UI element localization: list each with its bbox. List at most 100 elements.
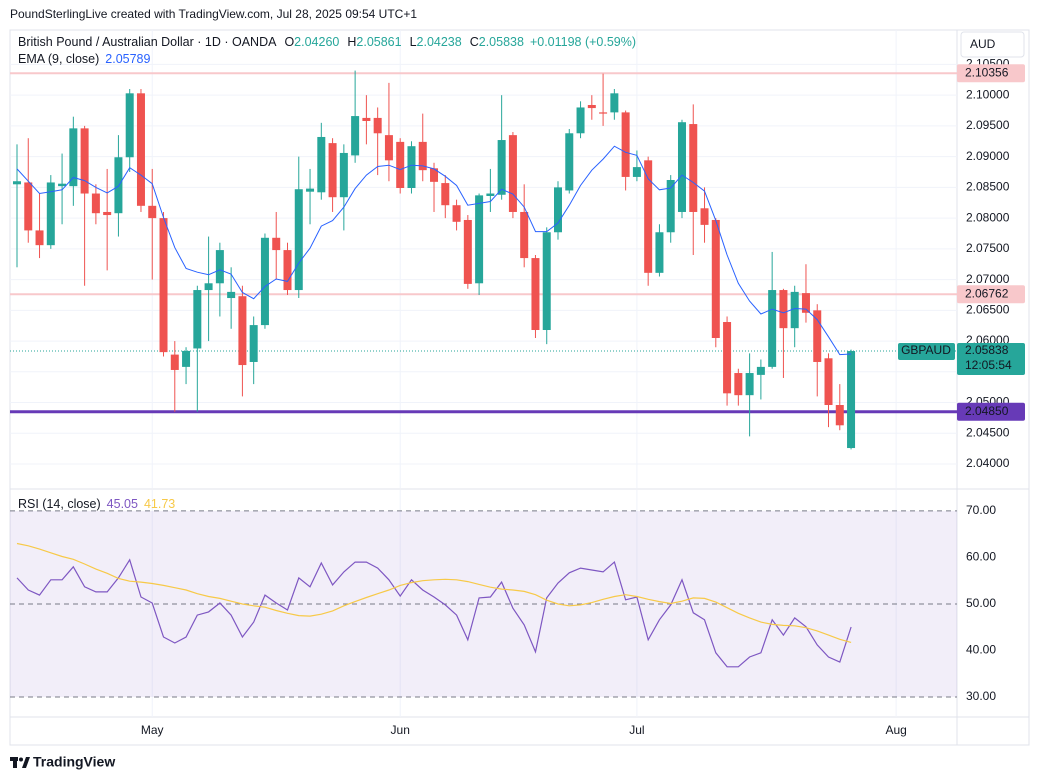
candle-body	[463, 219, 472, 284]
candle-body	[801, 293, 810, 313]
ema-title: EMA (9, close)	[18, 52, 99, 66]
candle-body	[272, 237, 281, 251]
candle-body	[520, 211, 529, 259]
x-tick-label: May	[141, 723, 164, 737]
y-tick-label: 2.06500	[966, 303, 1010, 317]
y-tick-label: 2.04500	[966, 425, 1010, 439]
price-tag	[957, 402, 1025, 421]
rsi-value: 45.05	[107, 497, 138, 511]
candle-body	[384, 135, 393, 161]
currency[interactable]: AUD	[970, 37, 996, 51]
ohlc-label: L	[410, 35, 417, 49]
candle-body	[35, 230, 44, 246]
ohlc-value: 2.04238	[417, 35, 462, 49]
candle-body	[283, 250, 292, 291]
candle-body	[655, 232, 664, 273]
candle-body	[136, 93, 145, 206]
frame	[9, 29, 1030, 746]
candle-body	[407, 146, 416, 188]
x-tick-label: Jul	[629, 723, 644, 737]
ohlc-label: H	[347, 35, 356, 49]
candle-body	[46, 182, 55, 246]
candle-body	[69, 128, 78, 187]
x-tick-label: Jun	[391, 723, 410, 737]
candle-body	[148, 205, 157, 219]
candle-body	[441, 183, 450, 206]
rsi-value: 41.73	[144, 497, 175, 511]
countdown: 12:05:54	[965, 358, 1012, 372]
candle-body	[666, 180, 675, 233]
candle-body	[734, 373, 743, 396]
candle-body	[847, 351, 856, 449]
y-tick-label: 50.00	[966, 596, 996, 610]
y-tick-label: 40.00	[966, 643, 996, 657]
candle-body	[170, 354, 179, 370]
y-tick-label: 2.09000	[966, 149, 1010, 163]
ohlc-value: 2.05838	[479, 35, 524, 49]
symbol-tag-label: GBPAUD	[901, 343, 951, 357]
candle-body	[813, 310, 822, 362]
candle-body	[689, 124, 698, 212]
candle-body	[723, 322, 732, 394]
candle-body	[542, 232, 551, 331]
ohlc-value: 2.05861	[356, 35, 401, 49]
candle-body	[768, 290, 777, 367]
change: +0.01198 (+0.59%)	[530, 35, 636, 49]
candle-body	[91, 193, 100, 214]
ema-legend: EMA (9, close) 2.05789	[18, 52, 151, 66]
candle-body	[565, 133, 574, 191]
y-tick-label: 2.08500	[966, 180, 1010, 194]
candle-body	[362, 117, 371, 121]
candle-body	[475, 195, 484, 284]
y-tick-label: 30.00	[966, 689, 996, 703]
price-tag	[957, 285, 1025, 304]
logo	[10, 757, 30, 768]
candle-body	[756, 366, 765, 375]
candle-body	[621, 112, 630, 177]
candle-body	[610, 93, 619, 113]
candle-body	[204, 283, 213, 291]
currency-box[interactable]	[960, 31, 1025, 58]
candle-body	[294, 189, 303, 291]
symbol-tag	[898, 343, 955, 361]
y-tick-label: 2.07000	[966, 272, 1010, 286]
candle-body	[486, 193, 495, 196]
ohlc-label: O	[284, 35, 294, 49]
y-tick-label: 2.09500	[966, 118, 1010, 132]
candle-body	[430, 168, 439, 182]
ema-value: 2.05789	[105, 52, 150, 66]
candle-body	[644, 160, 653, 273]
last-price-tag	[957, 343, 1025, 376]
candle-body	[260, 237, 269, 326]
y-tick-label: 2.04000	[966, 456, 1010, 470]
candle-body	[58, 183, 67, 187]
y-tick-label: 2.10000	[966, 87, 1010, 101]
credit: PoundSterlingLive created with TradingVi…	[10, 7, 417, 21]
price-tag-label: 2.10356	[965, 65, 1009, 79]
candle-body	[80, 128, 89, 194]
candle-body	[531, 258, 540, 331]
rsi-title: RSI (14, close)	[18, 497, 101, 511]
candle-body	[396, 141, 405, 188]
candle-body	[452, 205, 461, 222]
candle-body	[508, 135, 517, 212]
price-tag-label: 2.04850	[965, 404, 1009, 418]
candle-body	[193, 290, 202, 349]
plot: MayJunJulAug2.040002.045002.050002.05500…	[10, 30, 1025, 737]
candle-body	[599, 112, 608, 114]
candle-body	[215, 250, 224, 284]
candle-body	[745, 373, 754, 396]
candle-body	[418, 141, 427, 171]
footer-brand: TradingView	[33, 754, 115, 770]
rsi-line	[16, 558, 852, 668]
ohlc-label: C	[470, 35, 479, 49]
last-price-label: 2.05838	[965, 343, 1009, 357]
price-tag	[957, 64, 1025, 83]
y-tick-label: 60.00	[966, 550, 996, 564]
candle-body	[227, 291, 236, 299]
candle-body	[249, 325, 258, 362]
candle-body	[497, 140, 506, 195]
candle-body	[351, 116, 360, 156]
candle-body	[339, 152, 348, 198]
